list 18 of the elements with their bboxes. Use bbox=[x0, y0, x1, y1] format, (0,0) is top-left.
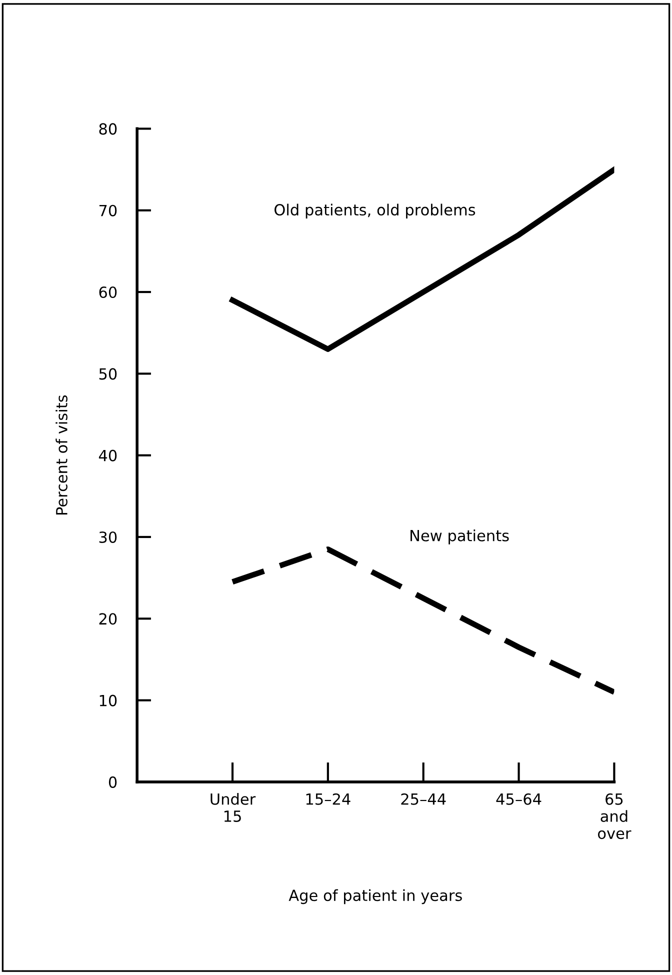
x-tick-label: 25–44 bbox=[401, 793, 446, 805]
y-tick-label: 40 bbox=[98, 450, 117, 462]
y-tick-label: 10 bbox=[100, 694, 117, 706]
x-tick-label: 45–64 bbox=[496, 793, 542, 805]
y-tick-label: 50 bbox=[99, 368, 117, 380]
text: New patients bbox=[410, 530, 509, 544]
text: Old patients, old problems bbox=[274, 204, 476, 219]
x-tick-label: 65 and over bbox=[598, 793, 632, 840]
y-tick-label: 70 bbox=[99, 204, 117, 216]
y-tick-label: 30 bbox=[99, 531, 117, 544]
x-tick-label: Under 15 bbox=[210, 793, 256, 822]
y-tick-label: 60 bbox=[99, 286, 117, 298]
y-tick-label: 0 bbox=[108, 776, 117, 788]
y-tick-label: 20 bbox=[99, 613, 117, 625]
x-axis-title: Age of patient in years bbox=[288, 889, 462, 904]
y-tick-label: 80 bbox=[99, 123, 117, 135]
y-axis-title: Percent of visits bbox=[56, 395, 68, 514]
x-tick-label: 15–24 bbox=[306, 793, 350, 805]
